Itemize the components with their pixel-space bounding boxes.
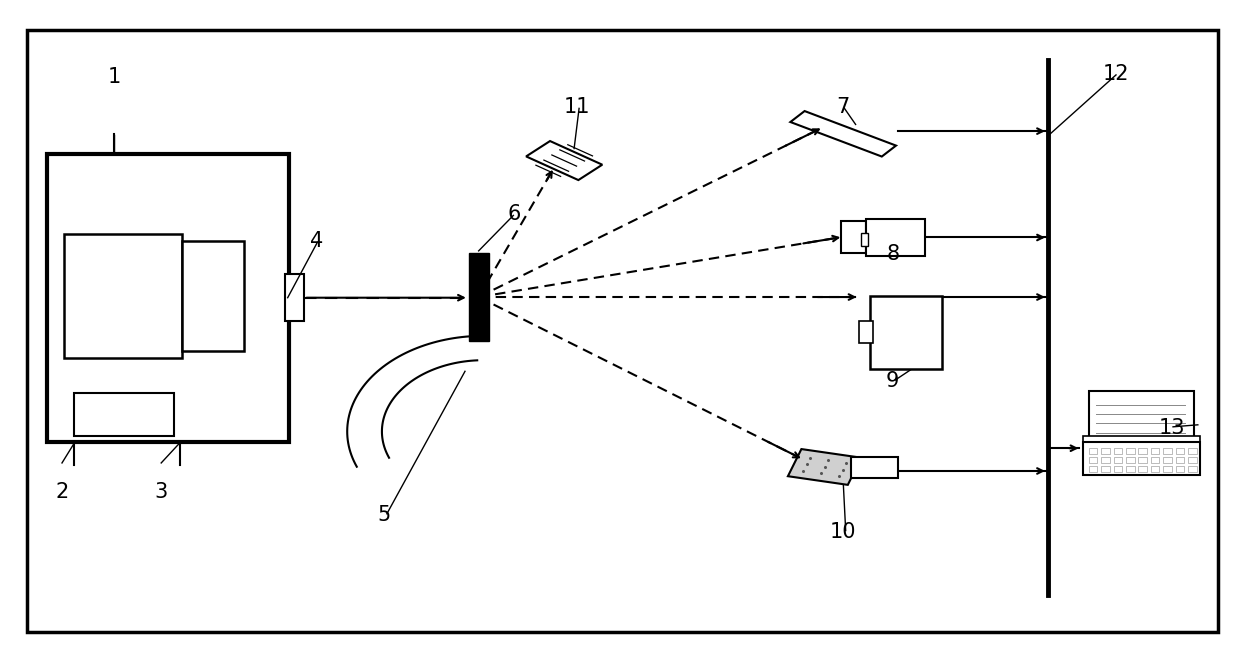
Bar <box>182 241 244 351</box>
Bar <box>1126 457 1135 463</box>
Bar <box>1163 457 1172 463</box>
Bar <box>841 221 866 253</box>
Bar <box>1151 457 1159 463</box>
Bar <box>64 234 182 358</box>
Text: 2: 2 <box>56 482 68 502</box>
Bar <box>851 457 898 478</box>
Text: 13: 13 <box>1158 418 1185 438</box>
Bar <box>1114 457 1122 463</box>
Bar <box>1176 457 1184 463</box>
Bar <box>1188 448 1197 454</box>
Text: 7: 7 <box>837 97 849 117</box>
Polygon shape <box>526 141 603 180</box>
Bar <box>1083 436 1200 443</box>
Polygon shape <box>790 111 897 157</box>
Bar <box>1114 466 1122 472</box>
Text: 3: 3 <box>155 482 167 502</box>
Bar <box>1101 457 1110 463</box>
Bar <box>1089 448 1097 454</box>
Bar <box>1114 448 1122 454</box>
Bar <box>1126 466 1135 472</box>
Text: 12: 12 <box>1102 64 1130 84</box>
Bar <box>1176 466 1184 472</box>
Bar <box>1151 448 1159 454</box>
Bar <box>866 219 925 256</box>
Text: 4: 4 <box>310 231 322 251</box>
Bar <box>1163 466 1172 472</box>
Bar <box>861 233 868 246</box>
Bar <box>1138 448 1147 454</box>
Text: 5: 5 <box>378 505 391 525</box>
Bar <box>1176 448 1184 454</box>
Text: 8: 8 <box>887 244 899 264</box>
Polygon shape <box>787 449 862 485</box>
Bar <box>1126 448 1135 454</box>
Bar <box>1089 391 1194 438</box>
Text: 9: 9 <box>887 371 899 391</box>
Bar <box>1151 466 1159 472</box>
Bar <box>1089 457 1097 463</box>
Bar <box>1163 448 1172 454</box>
Text: 6: 6 <box>508 204 521 224</box>
Bar <box>1101 448 1110 454</box>
Bar <box>1138 466 1147 472</box>
Bar <box>74 393 174 436</box>
Bar <box>870 296 942 369</box>
Bar <box>1083 442 1200 475</box>
Bar <box>469 253 489 341</box>
Text: 11: 11 <box>563 97 590 117</box>
Bar <box>285 274 304 321</box>
Bar <box>1188 457 1197 463</box>
Bar <box>1188 466 1197 472</box>
Bar <box>1089 466 1097 472</box>
Bar <box>1101 466 1110 472</box>
Bar <box>1138 457 1147 463</box>
Bar <box>47 154 289 442</box>
Text: 1: 1 <box>108 67 120 87</box>
Bar <box>859 321 873 343</box>
Text: 10: 10 <box>830 522 857 542</box>
